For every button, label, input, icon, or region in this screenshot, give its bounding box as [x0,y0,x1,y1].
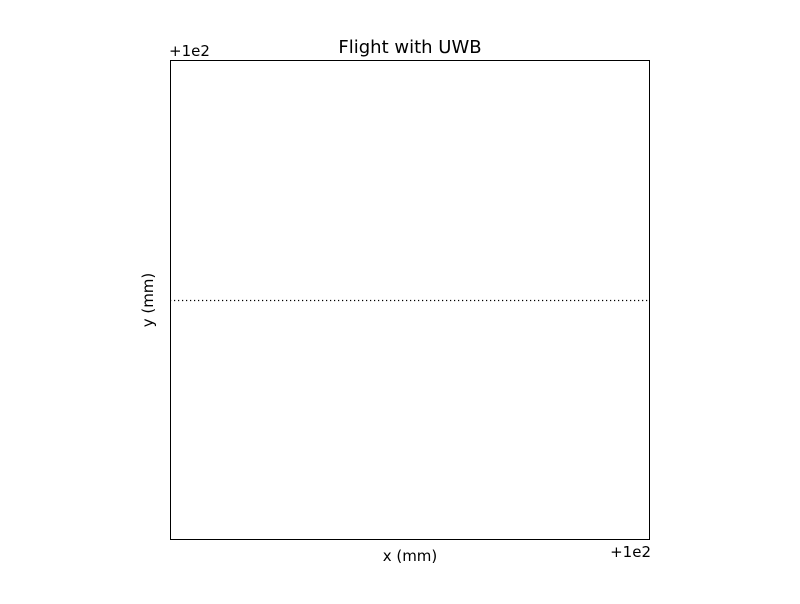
x-offset-label: +1e2 [610,543,651,561]
y-axis-label: y (mm) [139,273,157,328]
x-axis-label: x (mm) [383,547,438,565]
y-offset-label: +1e2 [169,42,210,60]
plot-area-frame [170,60,650,540]
chart-title: Flight with UWB [338,37,481,58]
